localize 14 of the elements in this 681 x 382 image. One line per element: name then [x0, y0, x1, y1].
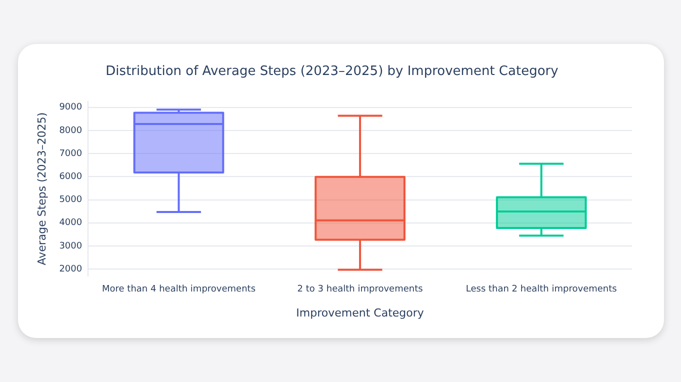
- x-tick-label: 2 to 3 health improvements: [297, 284, 424, 295]
- y-tick-label: 3000: [59, 241, 82, 252]
- y-tick-label: 6000: [59, 172, 82, 182]
- chart-title: Distribution of Average Steps (2023–2025) by Improvement Category: [106, 64, 559, 80]
- x-axis-title: Improvement Category: [296, 306, 424, 320]
- x-tick-label: Less than 2 health improvements: [466, 284, 618, 295]
- y-tick-label: 4000: [59, 218, 82, 228]
- y-tick-label: 7000: [59, 148, 82, 159]
- y-axis-title: Average Steps (2023–2025): [35, 112, 48, 266]
- y-tick-label: 2000: [59, 264, 82, 274]
- y-tick-label: 9000: [59, 102, 82, 113]
- y-tick-label: 5000: [59, 195, 82, 206]
- x-tick-label: More than 4 health improvements: [102, 284, 256, 295]
- y-tick-label: 8000: [59, 126, 82, 136]
